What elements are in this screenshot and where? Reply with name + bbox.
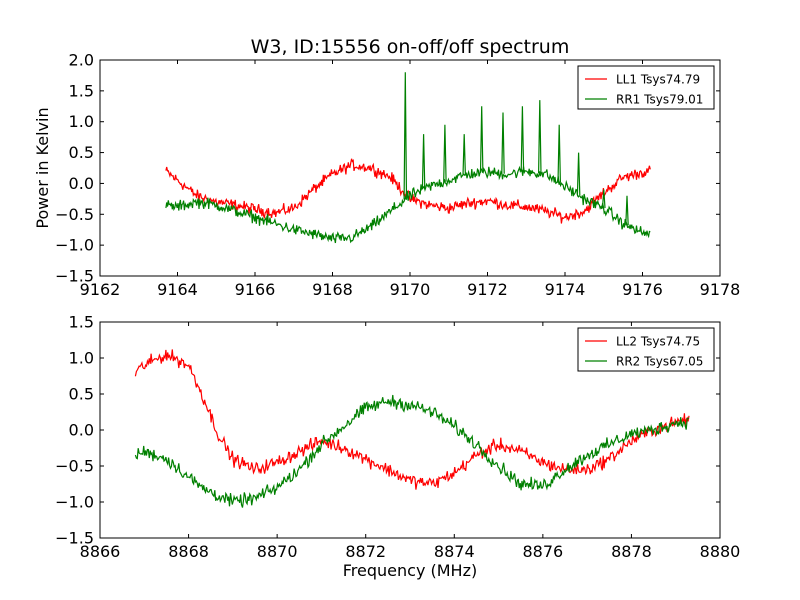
x-tick-label: 9170 — [390, 280, 431, 299]
legend: LL1 Tsys74.79 RR1 Tsys79.01 — [577, 65, 715, 110]
y-tick-label: 1.5 — [69, 313, 94, 332]
x-tick-label: 9178 — [700, 280, 741, 299]
spike-9 — [557, 124, 561, 183]
spike-1 — [403, 72, 408, 200]
x-tick-label: 9162 — [80, 280, 121, 299]
legend-label: LL2 Tsys74.75 — [616, 335, 700, 349]
spike-10 — [576, 152, 581, 196]
spike-11 — [601, 189, 606, 209]
y-axis-label: Power in Kelvin — [33, 107, 52, 228]
legend: LL2 Tsys74.75 RR2 Tsys67.05 — [577, 327, 715, 372]
y-tick-label: −0.5 — [55, 457, 94, 476]
spike-2 — [421, 134, 426, 190]
legend-box — [577, 65, 715, 110]
y-tick-label: −1.5 — [55, 529, 94, 548]
y-tick-label: 1.5 — [69, 81, 94, 100]
series-line-1 — [165, 158, 651, 224]
x-tick-label: 8878 — [611, 542, 652, 561]
y-tick-label: 1.0 — [69, 112, 94, 131]
x-tick-label: 9172 — [467, 280, 508, 299]
x-tick-label: 9176 — [622, 280, 663, 299]
x-tick-label: 8866 — [80, 542, 121, 561]
y-tick-label: 2.0 — [69, 51, 94, 70]
spike-12 — [625, 195, 629, 226]
spike-8 — [538, 100, 542, 174]
x-tick-label: 8874 — [434, 542, 475, 561]
y-tick-label: 0.5 — [69, 143, 94, 162]
x-tick-label: 9164 — [157, 280, 198, 299]
y-tick-label: −1.0 — [55, 236, 94, 255]
y-tick-label: −1.0 — [55, 493, 94, 512]
legend-label: LL1 Tsys74.79 — [616, 73, 700, 87]
series-line-2 — [134, 394, 690, 508]
x-axis-label: Frequency (MHz) — [343, 561, 477, 580]
legend-label: RR2 Tsys67.05 — [616, 355, 703, 369]
chart-title: W3, ID:15556 on-off/off spectrum — [251, 36, 570, 58]
bottom-panel: 8866 8868 8870 8872 8874 8876 8878 8880 −1.5 −1.0… — [55, 313, 740, 581]
series-line-1 — [134, 349, 690, 490]
legend-label: RR1 Tsys79.01 — [616, 93, 703, 107]
y-tick-label: −0.5 — [55, 205, 94, 224]
y-tick-label: 0.5 — [69, 385, 94, 404]
x-tick-label: 8870 — [257, 542, 298, 561]
x-tick-label: 9168 — [312, 280, 353, 299]
y-tick-label: 0.0 — [69, 174, 94, 193]
x-tick-label: 8868 — [168, 542, 209, 561]
spike-6 — [501, 112, 505, 174]
series-lines — [165, 72, 651, 244]
x-tick-label: 8876 — [522, 542, 563, 561]
y-tick-label: 0.0 — [69, 421, 94, 440]
x-tick-label: 9174 — [545, 280, 586, 299]
legend-box — [577, 327, 715, 372]
spike-7 — [520, 106, 525, 172]
x-tick-label: 9166 — [235, 280, 276, 299]
x-tick-label: 8880 — [700, 542, 741, 561]
series-lines — [134, 349, 690, 508]
spike-4 — [462, 134, 466, 176]
spike-5 — [479, 106, 484, 173]
series-line-2 — [165, 165, 651, 244]
spike-3 — [443, 124, 447, 182]
y-tick-label: −1.5 — [55, 267, 94, 286]
top-panel: 9162 9164 9166 9168 9170 9172 9174 9176 9178 −1.5… — [33, 36, 740, 299]
y-tick-label: 1.0 — [69, 349, 94, 368]
x-tick-label: 8872 — [345, 542, 386, 561]
